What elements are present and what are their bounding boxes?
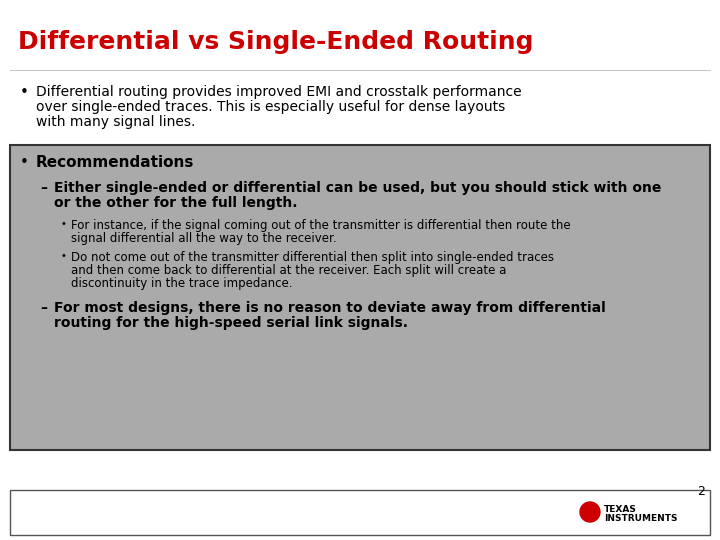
Text: For instance, if the signal coming out of the transmitter is differential then r: For instance, if the signal coming out o… — [71, 219, 571, 232]
Text: –: – — [40, 301, 47, 315]
Text: –: – — [40, 181, 47, 195]
Text: and then come back to differential at the receiver. Each split will create a: and then come back to differential at th… — [71, 264, 506, 277]
Text: routing for the high-speed serial link signals.: routing for the high-speed serial link s… — [54, 316, 408, 330]
Text: Either single-ended or differential can be used, but you should stick with one: Either single-ended or differential can … — [54, 181, 662, 195]
Text: over single-ended traces. This is especially useful for dense layouts: over single-ended traces. This is especi… — [36, 100, 505, 114]
Text: INSTRUMENTS: INSTRUMENTS — [604, 514, 678, 523]
FancyBboxPatch shape — [10, 490, 710, 535]
Text: 2: 2 — [697, 485, 705, 498]
Text: •: • — [20, 155, 29, 170]
Circle shape — [580, 502, 600, 522]
Text: discontinuity in the trace impedance.: discontinuity in the trace impedance. — [71, 277, 292, 290]
Text: with many signal lines.: with many signal lines. — [36, 115, 195, 129]
Text: •: • — [20, 85, 29, 100]
Text: Do not come out of the transmitter differential then split into single-ended tra: Do not come out of the transmitter diffe… — [71, 251, 554, 264]
Text: signal differential all the way to the receiver.: signal differential all the way to the r… — [71, 232, 337, 245]
Text: For most designs, there is no reason to deviate away from differential: For most designs, there is no reason to … — [54, 301, 606, 315]
Text: •: • — [60, 219, 66, 229]
FancyBboxPatch shape — [10, 145, 710, 450]
Text: Differential routing provides improved EMI and crosstalk performance: Differential routing provides improved E… — [36, 85, 521, 99]
Text: Differential vs Single-Ended Routing: Differential vs Single-Ended Routing — [18, 30, 534, 54]
Text: TEXAS: TEXAS — [604, 505, 637, 514]
Text: •: • — [60, 251, 66, 261]
Text: Recommendations: Recommendations — [36, 155, 194, 170]
Text: or the other for the full length.: or the other for the full length. — [54, 196, 297, 210]
